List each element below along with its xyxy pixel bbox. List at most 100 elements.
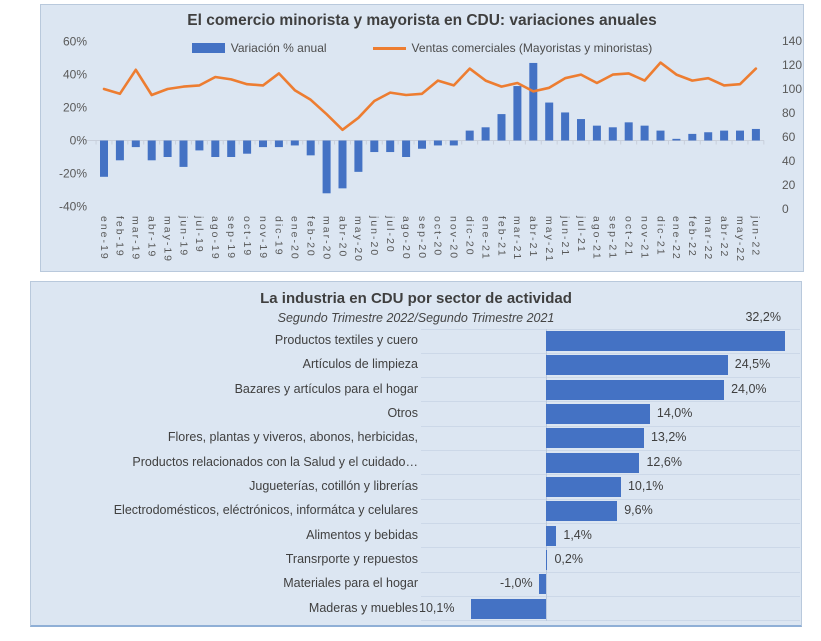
value-label: 10,1%: [419, 601, 454, 615]
variation-bar: [625, 122, 633, 140]
row-separator: [421, 377, 800, 378]
x-axis-label: mar-19: [130, 216, 142, 261]
x-axis-label: oct-19: [241, 216, 253, 257]
variation-bar: [513, 86, 521, 140]
variation-bar: [307, 141, 315, 156]
sector-bar: [539, 574, 546, 594]
x-axis-label: nov-19: [257, 216, 269, 260]
row-separator: [421, 523, 800, 524]
x-axis-label: may-22: [734, 216, 746, 263]
x-axis-label: may-20: [352, 216, 364, 263]
sector-bar: [546, 501, 617, 521]
sector-bar: [546, 380, 724, 400]
variation-bar: [720, 131, 728, 141]
x-axis-label: dic-20: [464, 216, 476, 257]
row-separator: [421, 499, 800, 500]
row-separator: [421, 474, 800, 475]
category-label: Electrodomésticos, eléctrónicos, informá…: [114, 503, 418, 517]
bottom-chart-title: La industria en CDU por sector de activi…: [31, 290, 801, 307]
category-label: Flores, plantas y viveros, abonos, herbi…: [168, 430, 418, 444]
variation-bar: [195, 141, 203, 151]
y-axis-left-label: 0%: [70, 134, 88, 148]
category-label: Bazares y artículos para el hogar: [235, 382, 418, 396]
y-axis-right-label: 140: [782, 34, 802, 48]
variation-bar: [609, 127, 617, 140]
variation-bar: [148, 141, 156, 161]
bottom-chart-plot: Productos textiles y cuero32,2%Artículos…: [31, 329, 801, 621]
x-axis-label: jul-21: [575, 215, 587, 254]
page: { "colors": { "panel_background": "#dce6…: [0, 0, 821, 641]
x-axis-label: jul-19: [193, 215, 205, 254]
x-axis-label: sep-19: [225, 216, 237, 260]
variation-bar: [354, 141, 362, 172]
sales-line: [104, 63, 756, 130]
variation-bar: [418, 141, 426, 149]
x-axis-label: abr-20: [336, 216, 348, 258]
sector-bar: [546, 331, 785, 351]
variation-bar: [736, 131, 744, 141]
x-axis-label: jun-19: [177, 215, 189, 257]
category-label: Transrporte y repuestos: [286, 552, 418, 566]
variation-bar: [211, 141, 219, 158]
variation-bar: [704, 132, 712, 140]
x-axis-label: sep-21: [607, 216, 619, 260]
variation-bar: [498, 114, 506, 140]
variation-bar: [529, 63, 537, 141]
variation-bar: [688, 134, 696, 141]
row-separator: [421, 572, 800, 573]
row-separator: [421, 620, 800, 621]
x-axis-label: mar-21: [511, 216, 523, 261]
row-separator: [421, 450, 800, 451]
variation-bar: [545, 103, 553, 141]
variation-bar: [227, 141, 235, 158]
variation-bar: [641, 126, 649, 141]
x-axis-label: abr-21: [527, 216, 539, 258]
variation-bar: [657, 131, 665, 141]
sector-bar: [546, 550, 547, 570]
x-axis-label: jun-22: [750, 215, 762, 257]
value-label: 24,0%: [731, 382, 766, 396]
category-label: Artículos de limpieza: [303, 357, 418, 371]
x-axis-label: jun-21: [559, 215, 571, 257]
x-axis-label: may-21: [543, 216, 555, 263]
variation-bar: [243, 141, 251, 154]
y-axis-right-label: 60: [782, 130, 796, 144]
category-label: Otros: [387, 406, 418, 420]
value-label: 13,2%: [651, 430, 686, 444]
retail-wholesale-chart-panel: El comercio minorista y mayorista en CDU…: [40, 4, 804, 272]
x-axis-label: nov-21: [638, 216, 650, 260]
value-label: 10,1%: [628, 479, 663, 493]
variation-bar: [402, 141, 410, 158]
variation-bar: [450, 141, 458, 146]
x-axis-label: feb-19: [114, 216, 126, 258]
variation-bar: [752, 129, 760, 141]
variation-bar: [672, 139, 680, 141]
variation-bar: [386, 141, 394, 153]
variation-bar: [100, 141, 108, 177]
sector-bar: [546, 477, 621, 497]
x-axis-label: mar-20: [320, 216, 332, 261]
x-axis-label: jun-20: [368, 215, 380, 257]
x-axis-label: ago-19: [209, 216, 221, 261]
x-axis-label: abr-22: [718, 216, 730, 258]
y-axis-left-label: -20%: [59, 167, 87, 181]
y-axis-left-label: 40%: [63, 68, 87, 82]
sector-bar: [546, 526, 556, 546]
sector-bar: [546, 453, 639, 473]
y-axis-right-label: 100: [782, 82, 802, 96]
value-label: 9,6%: [624, 503, 653, 517]
x-axis-label: ago-21: [591, 216, 603, 261]
x-axis-label: jul-20: [384, 215, 396, 254]
variation-bar: [180, 141, 188, 167]
y-axis-right-label: 80: [782, 106, 796, 120]
category-label: Productos relacionados con la Salud y el…: [132, 455, 418, 469]
x-axis-label: may-19: [161, 216, 173, 263]
category-label: Materiales para el hogar: [283, 576, 418, 590]
variation-bar: [132, 141, 140, 148]
value-label: 1,4%: [563, 528, 592, 542]
category-label: Maderas y muebles: [309, 601, 418, 615]
variation-bar: [577, 119, 585, 140]
category-label: Productos textiles y cuero: [275, 333, 418, 347]
x-axis-label: dic-19: [273, 216, 285, 257]
sector-bar: [471, 599, 546, 619]
